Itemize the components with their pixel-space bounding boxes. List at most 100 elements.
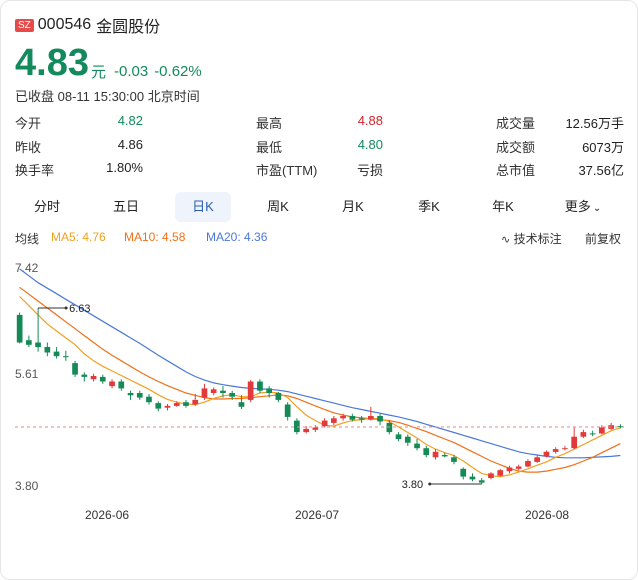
candle-body [349, 416, 356, 420]
candle-body [146, 396, 152, 403]
tech-annotation-toggle[interactable]: ∿ 技术标注 [501, 230, 562, 247]
adjust-toggle[interactable]: 前复权 [585, 232, 622, 246]
candle-body [460, 468, 467, 477]
candle-body [164, 405, 171, 408]
candle-body [331, 418, 337, 423]
candle-body [377, 416, 383, 422]
candle-body [210, 389, 217, 393]
candle-body [617, 426, 624, 428]
stat-low-value: 4.80 [357, 137, 383, 152]
stock-name: 金圆股份 [96, 19, 161, 36]
candle-body [275, 393, 282, 400]
price-change-pct: -0.62% [154, 62, 202, 80]
candle-body [478, 480, 485, 483]
candle-body [358, 418, 365, 420]
candle-body [16, 314, 23, 343]
ma5-line [19, 296, 621, 478]
candle-body [312, 427, 319, 430]
candle-body [118, 381, 125, 389]
ma-title: 均线 [15, 232, 40, 246]
candle-body [404, 436, 411, 443]
tab-monthly-k[interactable]: 月K [342, 199, 364, 214]
stat-label: 成交量 [496, 116, 536, 131]
candle-body [294, 420, 300, 433]
candle-body [451, 457, 457, 462]
price-unit: 元 [90, 63, 106, 81]
candle-body [580, 432, 587, 437]
current-price: 4.83 [15, 42, 89, 84]
low-marker-dot [428, 482, 432, 486]
stat-market-cap-value: 37.56亿 [578, 163, 624, 178]
candle-body [90, 376, 97, 380]
candle-body [571, 436, 577, 449]
candle-body [321, 420, 328, 427]
candle-body [441, 455, 448, 457]
stat-turnover-rate-value: 1.80% [106, 160, 143, 175]
ma10-label: MA10: 4.58 [124, 230, 186, 244]
tab-intraday[interactable]: 分时 [33, 199, 60, 214]
stat-label: 最低 [256, 140, 283, 155]
stat-turnover-value: 6073万 [582, 140, 624, 155]
candle-body [229, 393, 235, 397]
tab-quarterly-k[interactable]: 季K [418, 199, 440, 214]
stat-label: 总市值 [496, 163, 536, 178]
stat-high-value: 4.88 [357, 113, 383, 128]
candle-body [220, 390, 226, 393]
stat-high: 最高 [256, 113, 282, 132]
candle-body [109, 381, 115, 387]
stat-label: 昨收 [15, 140, 42, 155]
tab-yearly-k[interactable]: 年K [492, 199, 514, 214]
candle-body [395, 434, 402, 439]
tab-five-day[interactable]: 五日 [112, 199, 139, 214]
stat-pe-value: 亏损 [356, 163, 383, 178]
high-marker-dot [64, 306, 68, 310]
candle-body [155, 403, 162, 409]
ma20-line [19, 268, 621, 459]
y-tick-label: 7.42 [15, 261, 39, 275]
market-badge: SZ [15, 18, 34, 32]
high-marker-label: 6.63 [69, 303, 90, 315]
candle-body [515, 466, 522, 469]
candle-body [414, 443, 420, 449]
candle-body [506, 467, 513, 472]
candle-body [525, 461, 531, 467]
candle-body [201, 388, 208, 398]
ma5-label: MA5: 4.76 [51, 230, 106, 244]
candle-body [99, 376, 106, 382]
candle-body [257, 381, 263, 391]
stat-market-cap: 总市值 [496, 160, 535, 179]
candle-body [543, 451, 550, 457]
stat-low: 最低 [256, 137, 282, 156]
stock-code: 000546 [37, 16, 92, 33]
tab-more[interactable]: 更多 ⌄ [553, 192, 613, 222]
stat-prev-close: 昨收 [15, 137, 41, 156]
candle-body [599, 427, 605, 434]
candle-body [488, 473, 494, 478]
candle-body [589, 433, 596, 435]
candle-body [127, 393, 134, 396]
candle-body [552, 449, 559, 452]
price-change: -0.03 [113, 62, 149, 80]
tab-weekly-k[interactable]: 周K [267, 199, 289, 214]
stock-header: SZ 000546 金圆股份 [15, 13, 160, 37]
candle-body [469, 476, 476, 480]
low-marker-label: 3.80 [402, 479, 423, 491]
stat-open-value: 4.82 [117, 113, 143, 128]
candle-body [284, 404, 291, 417]
stat-volume: 成交量 [496, 113, 535, 132]
candle-body [497, 470, 504, 476]
stat-label: 成交额 [496, 140, 536, 155]
ma10-line [19, 286, 621, 473]
stat-prev-close-value: 4.86 [117, 137, 143, 152]
tab-daily-k[interactable]: 日K [175, 192, 231, 222]
candle-body [266, 388, 272, 393]
wave-icon: ∿ [501, 234, 511, 246]
stat-turnover: 成交额 [496, 137, 535, 156]
chevron-down-icon: ⌄ [592, 203, 602, 214]
candle-body [432, 451, 439, 458]
stat-turnover-rate: 换手率 [15, 160, 54, 179]
stat-label: 市盈(TTM) [256, 163, 318, 178]
candlestick-chart[interactable]: 7.42 5.61 3.80 2026-06 2026-07 2026-08 6.63 3.8… [1, 256, 637, 526]
candle-body [44, 347, 51, 353]
